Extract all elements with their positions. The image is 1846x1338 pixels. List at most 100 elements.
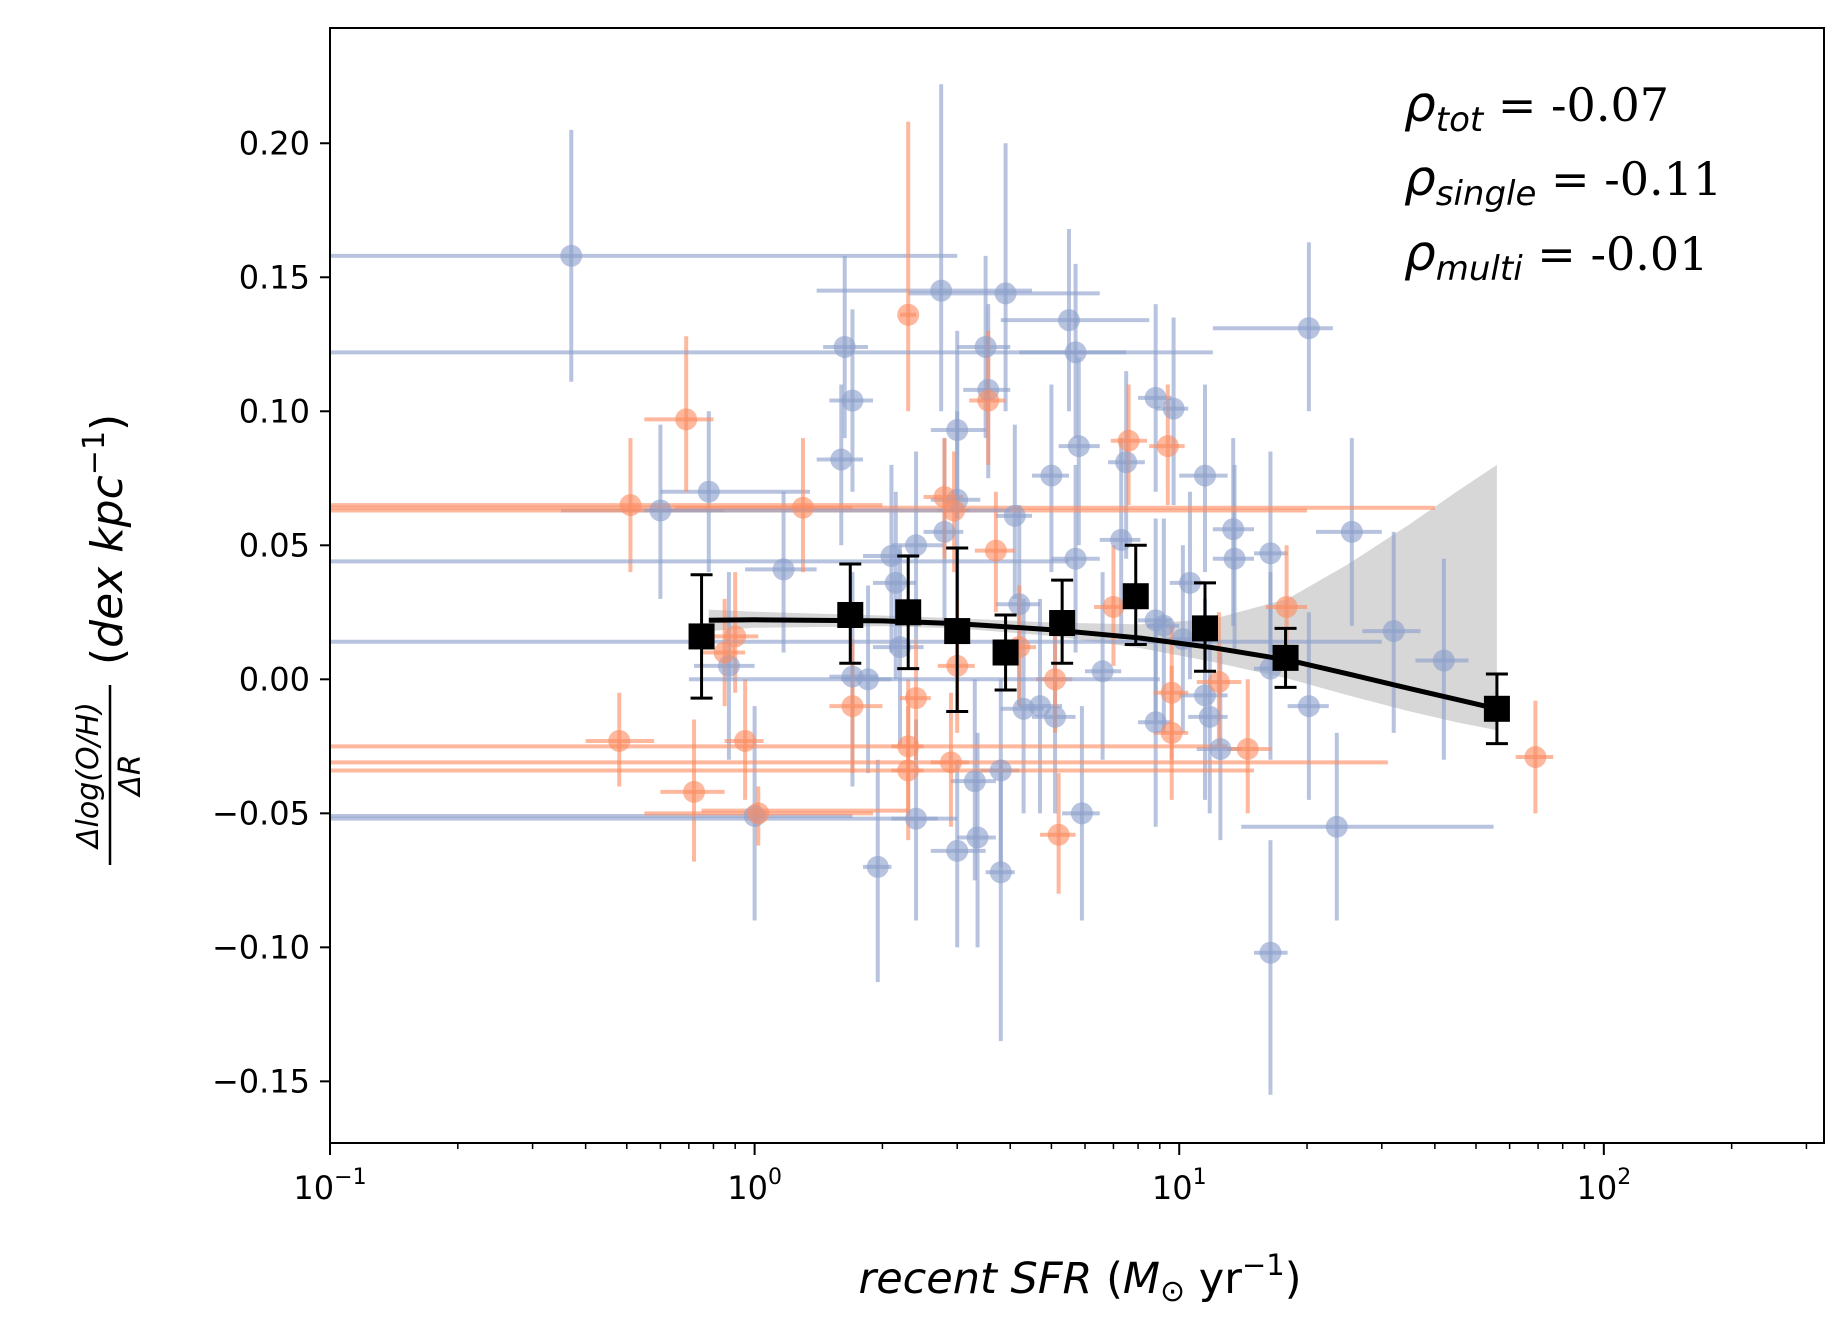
y-tick-label: 0.00 bbox=[239, 660, 310, 698]
single-point bbox=[772, 558, 795, 581]
multi-point bbox=[747, 802, 770, 825]
single-point bbox=[1115, 451, 1138, 474]
y-label-denominator: ΔR bbox=[113, 754, 148, 797]
single-point bbox=[697, 480, 720, 503]
single-point bbox=[1012, 697, 1035, 720]
multi-point bbox=[1047, 823, 1070, 846]
single-point bbox=[989, 861, 1012, 884]
single-point bbox=[1259, 542, 1282, 565]
multi-point bbox=[939, 751, 962, 774]
single-point bbox=[1193, 464, 1216, 487]
x-tick-label: 102 bbox=[1576, 1165, 1631, 1207]
multi-point bbox=[1207, 670, 1230, 693]
single-point bbox=[1178, 571, 1201, 594]
single-point bbox=[1209, 737, 1232, 760]
binned-median-marker bbox=[1272, 644, 1299, 671]
single-point bbox=[1382, 620, 1405, 643]
single-point bbox=[963, 770, 986, 793]
rho-multi-annotation: ρmulti = -0.01 bbox=[1404, 224, 1708, 289]
single-point bbox=[933, 520, 956, 543]
y-axis-label: Δlog(O/H) ΔR (dex kpc−1) bbox=[71, 414, 148, 865]
single-point bbox=[884, 571, 907, 594]
multi-point bbox=[1156, 435, 1179, 458]
binned-median-marker bbox=[1122, 583, 1149, 610]
single-point bbox=[1008, 593, 1031, 616]
binned-median-marker bbox=[1049, 610, 1076, 637]
multi-point bbox=[1524, 746, 1547, 769]
binned-median-marker bbox=[992, 639, 1019, 666]
single-point bbox=[1432, 649, 1455, 672]
single-point bbox=[1144, 711, 1167, 734]
single-point bbox=[889, 636, 912, 659]
multi-point bbox=[724, 625, 747, 648]
y-tick-label: −0.10 bbox=[212, 928, 310, 966]
single-point bbox=[1003, 504, 1026, 527]
single-point bbox=[966, 826, 989, 849]
single-point bbox=[1297, 695, 1320, 718]
y-tick-label: 0.10 bbox=[239, 392, 310, 430]
y-tick-label: −0.05 bbox=[212, 794, 310, 832]
correlation-annotations: ρtot = -0.07 ρsingle = -0.11 ρmulti = -0… bbox=[1404, 75, 1722, 289]
multi-point bbox=[841, 695, 864, 718]
y-tick-label: −0.15 bbox=[212, 1062, 310, 1100]
y-tick-label: 0.20 bbox=[239, 124, 310, 162]
single-point bbox=[974, 335, 997, 358]
single-point bbox=[1152, 614, 1175, 637]
single-point bbox=[1223, 547, 1246, 570]
multi-point bbox=[1117, 429, 1140, 452]
data-points bbox=[560, 244, 1547, 964]
multi-point bbox=[1236, 737, 1259, 760]
multi-point bbox=[791, 496, 814, 519]
multi-point bbox=[897, 735, 920, 758]
single-point bbox=[880, 545, 903, 568]
single-point bbox=[841, 389, 864, 412]
binned-medians bbox=[688, 543, 1510, 746]
multi-point bbox=[943, 499, 966, 522]
single-point bbox=[560, 244, 583, 267]
single-point bbox=[930, 279, 953, 302]
single-point bbox=[946, 419, 969, 442]
single-point bbox=[946, 839, 969, 862]
single-point bbox=[1044, 705, 1067, 728]
single-point bbox=[1057, 309, 1080, 332]
multi-point bbox=[1102, 595, 1125, 618]
multi-point bbox=[608, 729, 631, 752]
single-point bbox=[1259, 941, 1282, 964]
binned-median-marker bbox=[1483, 695, 1510, 722]
single-point bbox=[989, 759, 1012, 782]
y-tick-label: 0.05 bbox=[239, 526, 310, 564]
multi-point bbox=[977, 389, 1000, 412]
binned-median-marker bbox=[944, 618, 971, 645]
single-point bbox=[857, 668, 880, 691]
rho-total-annotation: ρtot = -0.07 bbox=[1404, 75, 1669, 140]
multi-point bbox=[619, 494, 642, 517]
single-point bbox=[1091, 660, 1114, 683]
multi-point bbox=[713, 641, 736, 664]
single-point bbox=[1064, 547, 1087, 570]
single-point bbox=[1070, 802, 1093, 825]
single-point bbox=[649, 499, 672, 522]
single-point bbox=[1297, 317, 1320, 340]
single-point bbox=[1193, 684, 1216, 707]
rho-single-annotation: ρsingle = -0.11 bbox=[1404, 149, 1722, 214]
binned-median-marker bbox=[1191, 615, 1218, 642]
single-point bbox=[1067, 435, 1090, 458]
single-point bbox=[833, 335, 856, 358]
binned-median-marker bbox=[837, 601, 864, 628]
y-label-numerator: Δlog(O/H) bbox=[71, 702, 106, 850]
binned-median-marker bbox=[895, 599, 922, 626]
single-point bbox=[830, 448, 853, 471]
y-label-unit: (dex kpc−1) bbox=[77, 414, 133, 665]
single-point bbox=[905, 807, 928, 830]
y-tick-label: 0.15 bbox=[239, 258, 310, 296]
single-point bbox=[1144, 386, 1167, 409]
single-point bbox=[1064, 341, 1087, 364]
x-tick-label: 10−1 bbox=[293, 1165, 366, 1207]
single-point bbox=[1222, 518, 1245, 541]
multi-point bbox=[905, 687, 928, 710]
multi-point bbox=[1160, 681, 1183, 704]
multi-point bbox=[897, 759, 920, 782]
multi-point bbox=[1044, 668, 1067, 691]
single-point bbox=[1040, 464, 1063, 487]
